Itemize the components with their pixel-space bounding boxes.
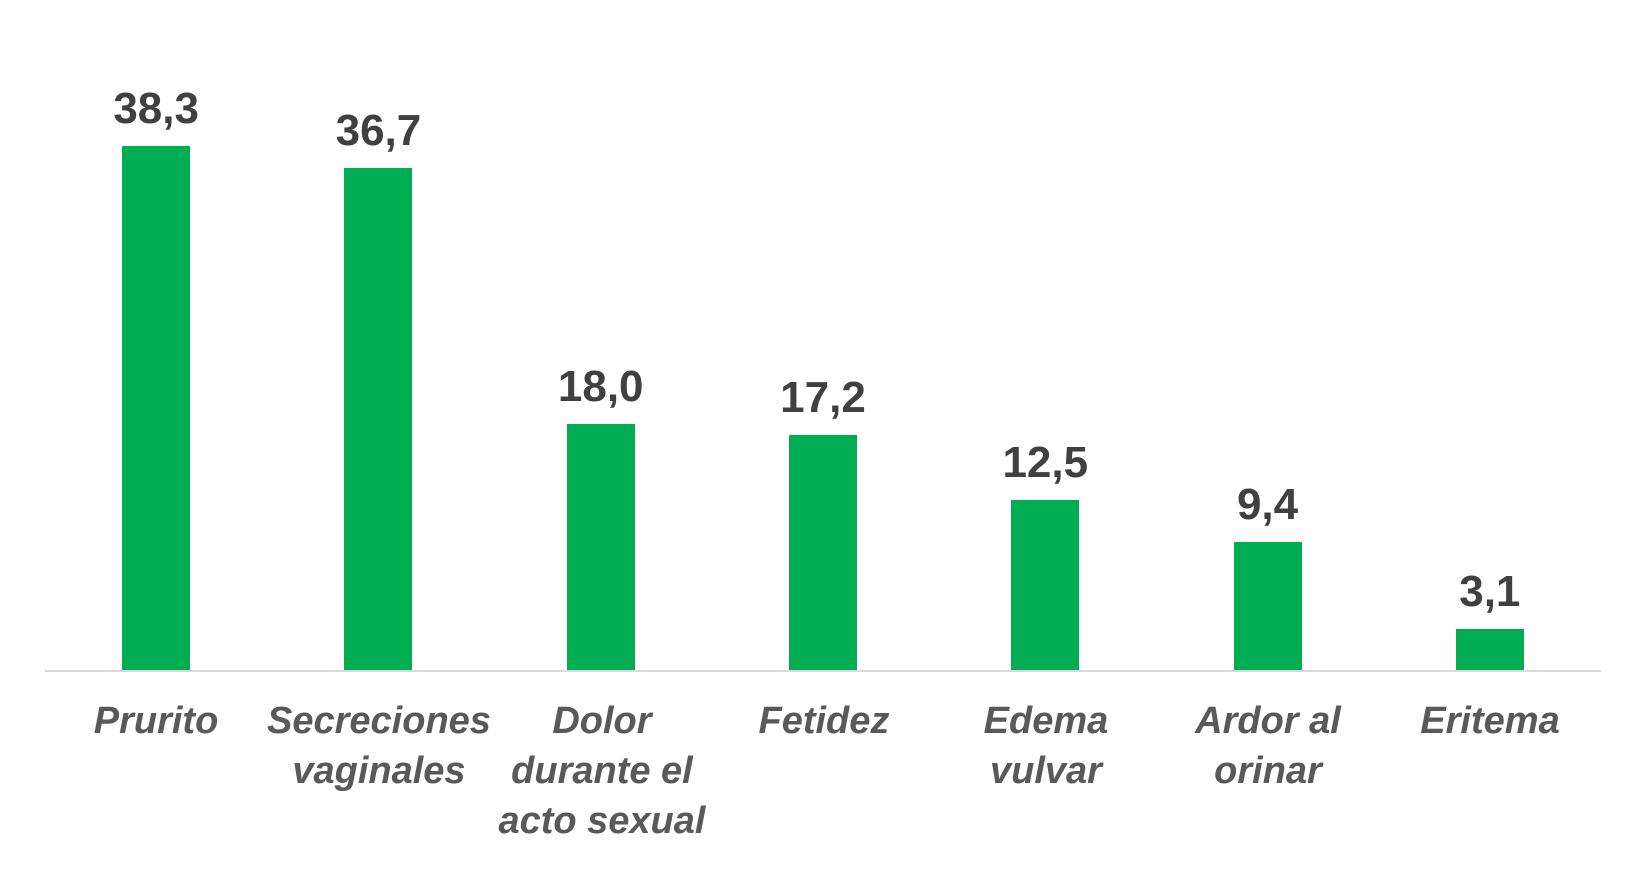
value-label: 18,0 (557, 361, 644, 411)
value-label: 36,7 (335, 105, 422, 155)
bar-column: 9,4 (1156, 0, 1378, 671)
category-label-line: Ardor al (1195, 700, 1341, 742)
bar (1233, 542, 1302, 671)
category-label: Dolor durante el acto sexual (491, 696, 713, 846)
bar-column: 38,3 (45, 0, 267, 671)
category-label-line: acto sexual (498, 800, 706, 842)
category-label: Ardor al orinar (1157, 696, 1379, 796)
x-axis-category-labels: Prurito Secreciones vaginales Dolor durante … (45, 696, 1601, 846)
category-label-line: Edema (983, 700, 1109, 742)
plot-area: 38,3 36,7 18,0 17,2 12,5 9,4 3,1 (45, 0, 1601, 671)
value-label: 9,4 (1236, 479, 1299, 529)
bar-column: 18,0 (490, 0, 712, 671)
value-label: 12,5 (1002, 437, 1089, 487)
category-label-line: orinar (1214, 750, 1322, 792)
bar-column: 36,7 (267, 0, 489, 671)
category-label-line: Secreciones (267, 700, 491, 742)
category-label-line: vaginales (292, 750, 466, 792)
category-label: Edema vulvar (935, 696, 1157, 796)
category-label-line: Eritema (1420, 700, 1560, 742)
bar (1011, 500, 1080, 671)
bar-column: 12,5 (934, 0, 1156, 671)
bar (122, 146, 191, 671)
value-label: 17,2 (780, 372, 866, 422)
bar (566, 424, 635, 671)
bar-column: 3,1 (1379, 0, 1601, 671)
category-label: Eritema (1379, 696, 1601, 746)
category-label-line: Dolor (552, 700, 652, 742)
x-axis-line (45, 670, 1601, 672)
bar (344, 168, 413, 671)
category-label: Fetidez (713, 696, 935, 746)
category-label-line: Prurito (93, 700, 219, 742)
value-label: 38,3 (113, 83, 199, 133)
category-label-line: durante el (511, 750, 693, 792)
category-label-line: Fetidez (758, 700, 890, 742)
category-label: Prurito (45, 696, 267, 746)
category-label: Secreciones vaginales (267, 696, 491, 796)
bar-column: 17,2 (712, 0, 934, 671)
bar (1455, 629, 1524, 671)
bar (788, 435, 857, 671)
value-label: 3,1 (1459, 566, 1521, 616)
category-label-line: vulvar (989, 750, 1102, 792)
